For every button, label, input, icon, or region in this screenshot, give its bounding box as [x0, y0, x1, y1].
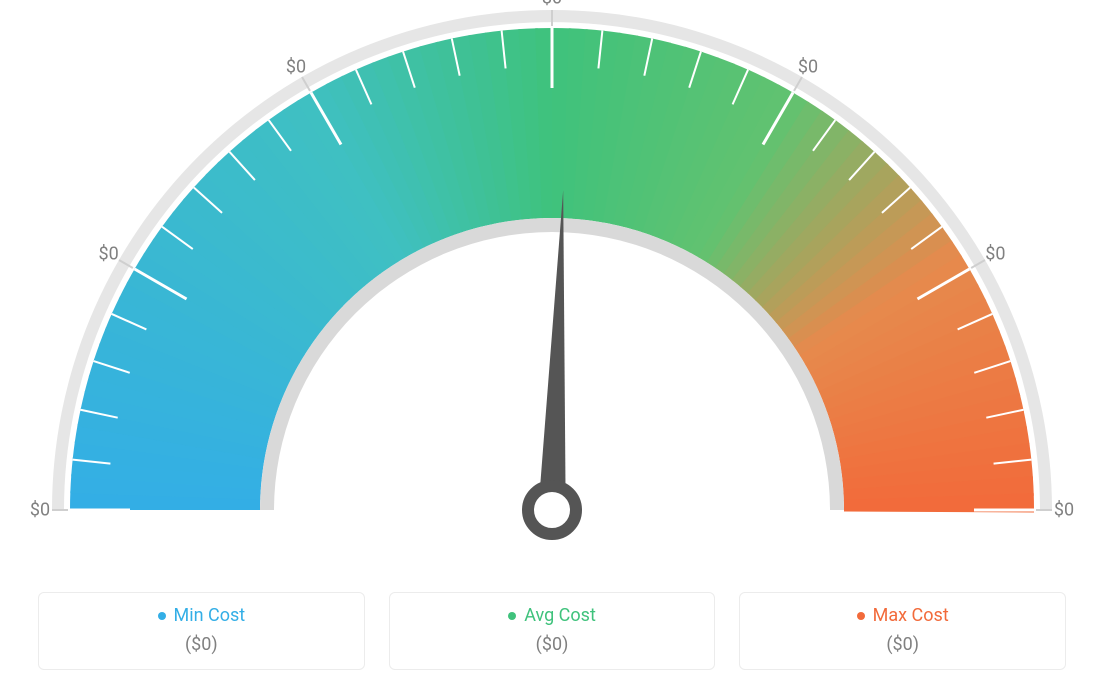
- legend-card-max: Max Cost ($0): [739, 592, 1066, 671]
- axis-label: $0: [985, 244, 1005, 265]
- axis-label: $0: [30, 500, 50, 521]
- axis-label: $0: [286, 56, 306, 77]
- legend-title-max: Max Cost: [857, 605, 949, 626]
- legend-card-min: Min Cost ($0): [38, 592, 365, 671]
- legend-title-min: Min Cost: [158, 605, 246, 626]
- gauge-area: $0 $0 $0 $0 $0 $0 $0: [0, 0, 1104, 560]
- legend-value-max: ($0): [758, 634, 1047, 655]
- legend-label-avg: Avg Cost: [524, 605, 596, 626]
- needle-hub: [528, 486, 576, 534]
- axis-label: $0: [542, 0, 562, 9]
- axis-label: $0: [98, 244, 118, 265]
- axis-label: $0: [1054, 500, 1074, 521]
- legend-title-avg: Avg Cost: [508, 605, 596, 626]
- legend-value-avg: ($0): [408, 634, 697, 655]
- legend-label-max: Max Cost: [873, 605, 949, 626]
- legend-dot-avg: [508, 612, 516, 620]
- gauge-svg: [0, 0, 1104, 560]
- needle: [538, 190, 566, 513]
- legend-card-avg: Avg Cost ($0): [389, 592, 716, 671]
- axis-label: $0: [798, 56, 818, 77]
- legend-row: Min Cost ($0) Avg Cost ($0) Max Cost ($0…: [38, 592, 1066, 671]
- gauge-chart-container: $0 $0 $0 $0 $0 $0 $0 Min Cost ($0) Avg Cost ($…: [0, 0, 1104, 690]
- legend-value-min: ($0): [57, 634, 346, 655]
- legend-dot-max: [857, 612, 865, 620]
- legend-label-min: Min Cost: [174, 605, 246, 626]
- legend-dot-min: [158, 612, 166, 620]
